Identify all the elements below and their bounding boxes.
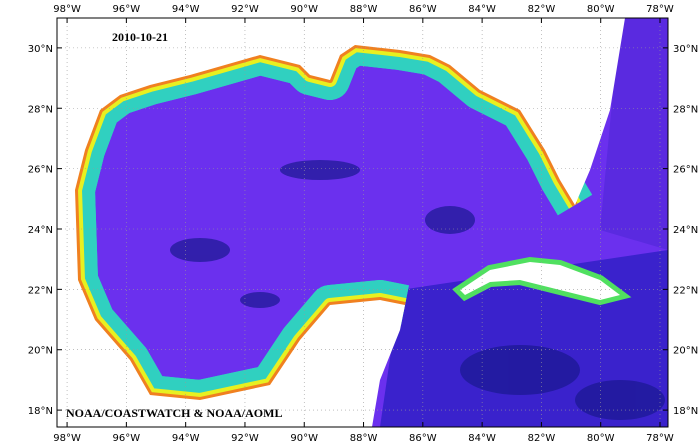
lon-label: 88°W: [350, 4, 378, 15]
lon-label: 78°W: [646, 433, 674, 444]
map-frame: [56, 17, 669, 428]
lat-label: 30°N: [673, 44, 698, 55]
lat-label: 18°N: [673, 406, 698, 417]
date-stamp: 2010-10-21: [112, 30, 168, 44]
lat-label: 18°N: [28, 406, 53, 417]
lon-label: 80°W: [587, 4, 615, 15]
lon-label: 92°W: [231, 4, 259, 15]
lon-label: 92°W: [231, 433, 259, 444]
lat-label: 28°N: [673, 104, 698, 115]
lon-label: 94°W: [172, 433, 200, 444]
lon-label: 82°W: [528, 433, 556, 444]
lon-label: 82°W: [528, 4, 556, 15]
lon-label: 78°W: [646, 4, 674, 15]
lon-label: 90°W: [290, 4, 318, 15]
satellite-image: [57, 18, 668, 427]
lat-label: 26°N: [28, 165, 53, 176]
lon-label: 98°W: [53, 4, 81, 15]
lat-label: 26°N: [673, 165, 698, 176]
credit: NOAA/COASTWATCH & NOAA/AOML: [66, 406, 282, 420]
lon-label: 96°W: [113, 4, 141, 15]
lat-label: 22°N: [28, 285, 53, 296]
lat-label: 24°N: [28, 225, 53, 236]
lon-label: 86°W: [409, 433, 437, 444]
lon-label: 94°W: [172, 4, 200, 15]
lat-label: 20°N: [28, 346, 53, 357]
lon-label: 80°W: [587, 433, 615, 444]
lat-label: 22°N: [673, 285, 698, 296]
lat-label: 24°N: [673, 225, 698, 236]
lat-label: 28°N: [28, 104, 53, 115]
lon-label: 98°W: [53, 433, 81, 444]
lon-label: 86°W: [409, 4, 437, 15]
lat-label: 20°N: [673, 346, 698, 357]
lon-label: 88°W: [350, 433, 378, 444]
lon-label: 84°W: [468, 433, 496, 444]
lon-label: 90°W: [290, 433, 318, 444]
lat-label: 30°N: [28, 44, 53, 55]
lon-label: 84°W: [468, 4, 496, 15]
lon-label: 96°W: [113, 433, 141, 444]
